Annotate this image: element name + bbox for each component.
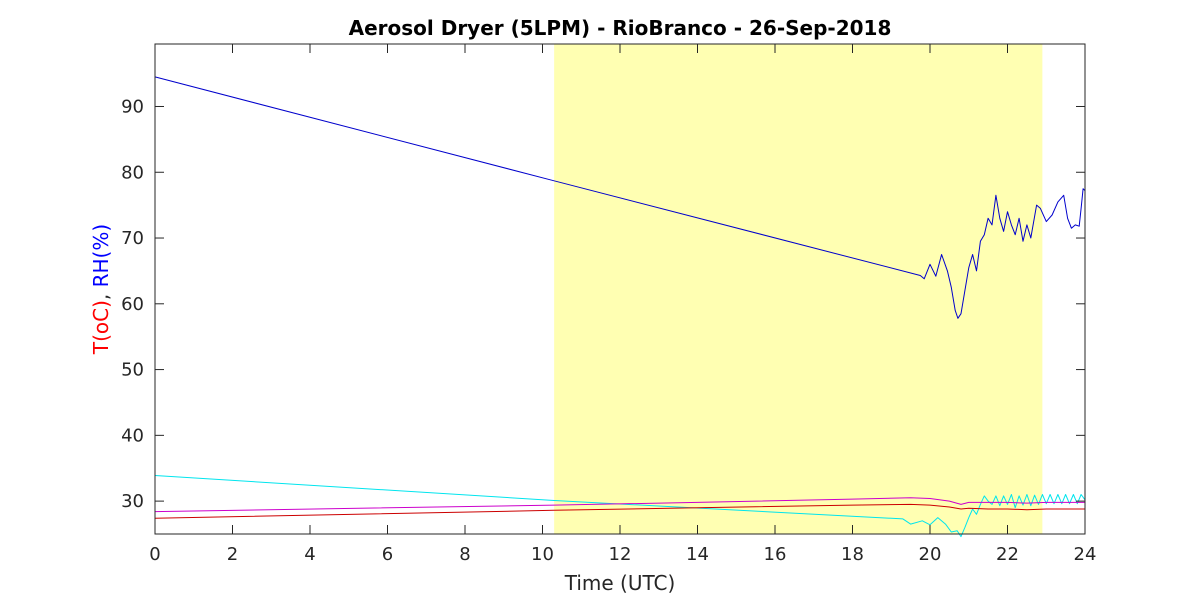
x-tick-label: 0	[149, 544, 160, 565]
x-tick-label: 12	[609, 544, 632, 565]
x-tick-label: 8	[459, 544, 470, 565]
y-axis-label-part-3: RH(%)	[89, 224, 113, 288]
y-axis-label: T(oC), RH(%)	[89, 224, 113, 355]
y-tick-label: 80	[121, 162, 144, 183]
y-tick-label: 50	[121, 360, 144, 381]
y-axis-label-part-2: ,	[89, 287, 113, 300]
x-tick-label: 16	[764, 544, 787, 565]
x-tick-label: 14	[686, 544, 709, 565]
y-tick-label: 90	[121, 96, 144, 117]
x-tick-label: 4	[304, 544, 315, 565]
highlight-band	[554, 44, 1043, 534]
x-tick-label: 18	[841, 544, 864, 565]
series-line-1	[154, 76, 1086, 319]
series-line-4	[154, 503, 1085, 519]
series-line-2	[154, 475, 1086, 538]
y-tick-label: 40	[121, 425, 144, 446]
x-tick-label: 6	[382, 544, 393, 565]
y-tick-label: 30	[121, 491, 144, 512]
x-tick-label: 24	[1074, 544, 1097, 565]
series-layer	[154, 76, 1086, 538]
y-tick-label: 70	[121, 228, 144, 249]
x-tick-label: 20	[919, 544, 942, 565]
x-tick-label: 10	[531, 544, 554, 565]
chart-title: Aerosol Dryer (5LPM) - RioBranco - 26-Se…	[349, 16, 892, 40]
series-line-3	[154, 497, 1085, 513]
x-tick-label: 22	[996, 544, 1019, 565]
y-axis-label-part-1: T(oC)	[89, 300, 113, 355]
x-axis-label: Time (UTC)	[564, 571, 676, 595]
x-tick-label: 2	[227, 544, 238, 565]
y-tick-label: 60	[121, 294, 144, 315]
